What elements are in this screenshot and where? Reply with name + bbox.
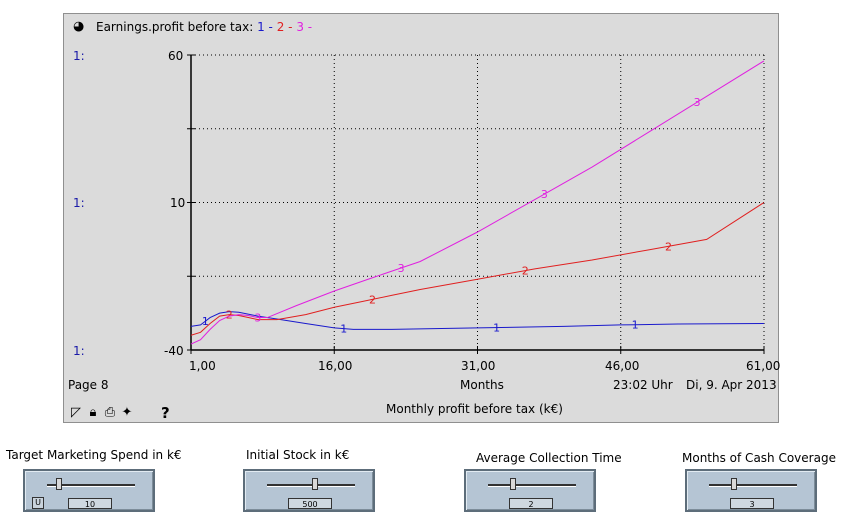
series-marker-1: 1 [632,319,639,332]
line-chart: 1 1 1 1 2 2 2 2 3 3 3 3 [187,54,765,354]
time-label: 23:02 Uhr [613,378,673,392]
legend-item-1: 1 - [257,20,273,34]
slider-marketing: U 10 [23,469,155,512]
graph-pad-icon[interactable]: ◕ [73,19,85,34]
slider-thumb[interactable] [56,478,63,490]
x-tick-4: 46,00 [605,359,640,373]
series-marker-1: 1 [493,322,500,335]
series-line-2 [190,202,765,336]
print-icon[interactable]: ⎙ [104,404,116,420]
legend-item-2: 2 - [276,20,293,34]
y-tick-mid: 10 [170,196,186,210]
series-marker-3: 3 [541,188,548,201]
scale-label-mid: 1: [73,196,85,210]
series-marker-2: 2 [522,265,529,278]
series-line-3 [190,60,765,345]
slider-thumb[interactable] [731,478,738,490]
slider-collection-time: 2 [464,469,596,512]
slider-value[interactable]: 3 [730,498,774,509]
slider-label-initial-stock: Initial Stock in k€ [246,448,350,462]
slider-track [488,484,576,487]
page-corner-icon[interactable]: ◸ [71,404,81,420]
graph-toolbar: ◸ 🔒︎ ⎙ ✦ [68,404,135,420]
series-marker-3: 3 [398,262,405,275]
x-tick-2: 16,00 [318,359,353,373]
y-tick-bottom: -40 [164,344,184,358]
x-tick-3: 31,00 [461,359,496,373]
slider-thumb[interactable] [312,478,319,490]
scale-label-bottom: 1: [73,344,85,358]
graph-title-prefix: Earnings.profit before tax: [96,20,254,34]
slider-track [47,484,135,487]
series-line-1 [190,311,765,330]
slider-cash-coverage: 3 [685,469,817,512]
chart-subtitle: Monthly profit before tax (k€) [386,402,563,416]
series-marker-3: 3 [254,312,261,325]
x-tick-5: 61,00 [746,359,781,373]
slider-value[interactable]: 2 [509,498,553,509]
date-label: Di, 9. Apr 2013 [686,378,777,392]
scale-label-top: 1: [73,49,85,63]
graph-title: Earnings.profit before tax: 1 - 2 - 3 - [96,20,312,34]
help-button[interactable]: ? [161,404,170,422]
slider-initial-stock: 500 [243,469,375,512]
slider-label-collection-time: Average Collection Time [476,451,622,465]
slider-label-marketing: Target Marketing Spend in k€ [6,448,182,462]
slider-track [709,484,797,487]
slider-label-cash-coverage: Months of Cash Coverage [682,451,836,465]
legend-item-3: 3 - [296,20,313,34]
slider-value[interactable]: 500 [288,498,332,509]
slider-value[interactable]: 10 [68,498,112,509]
series-marker-2: 2 [369,293,376,306]
u-button[interactable]: U [32,497,44,509]
series-marker-1: 1 [340,323,347,336]
series-marker-1: 1 [202,315,209,328]
magic-wand-icon[interactable]: ✦ [121,404,133,420]
series-marker-3: 3 [694,96,701,109]
slider-thumb[interactable] [510,478,517,490]
lock-icon[interactable]: 🔒︎ [89,404,97,420]
series-marker-2: 2 [226,309,233,322]
slider-track [267,484,355,487]
page-label: Page 8 [68,378,109,392]
graph-panel: ◕ Earnings.profit before tax: 1 - 2 - 3 … [63,13,781,423]
series-marker-2: 2 [665,240,672,253]
x-axis-label: Months [460,378,504,392]
y-tick-top: 60 [168,49,184,63]
x-tick-1: 1,00 [189,359,216,373]
